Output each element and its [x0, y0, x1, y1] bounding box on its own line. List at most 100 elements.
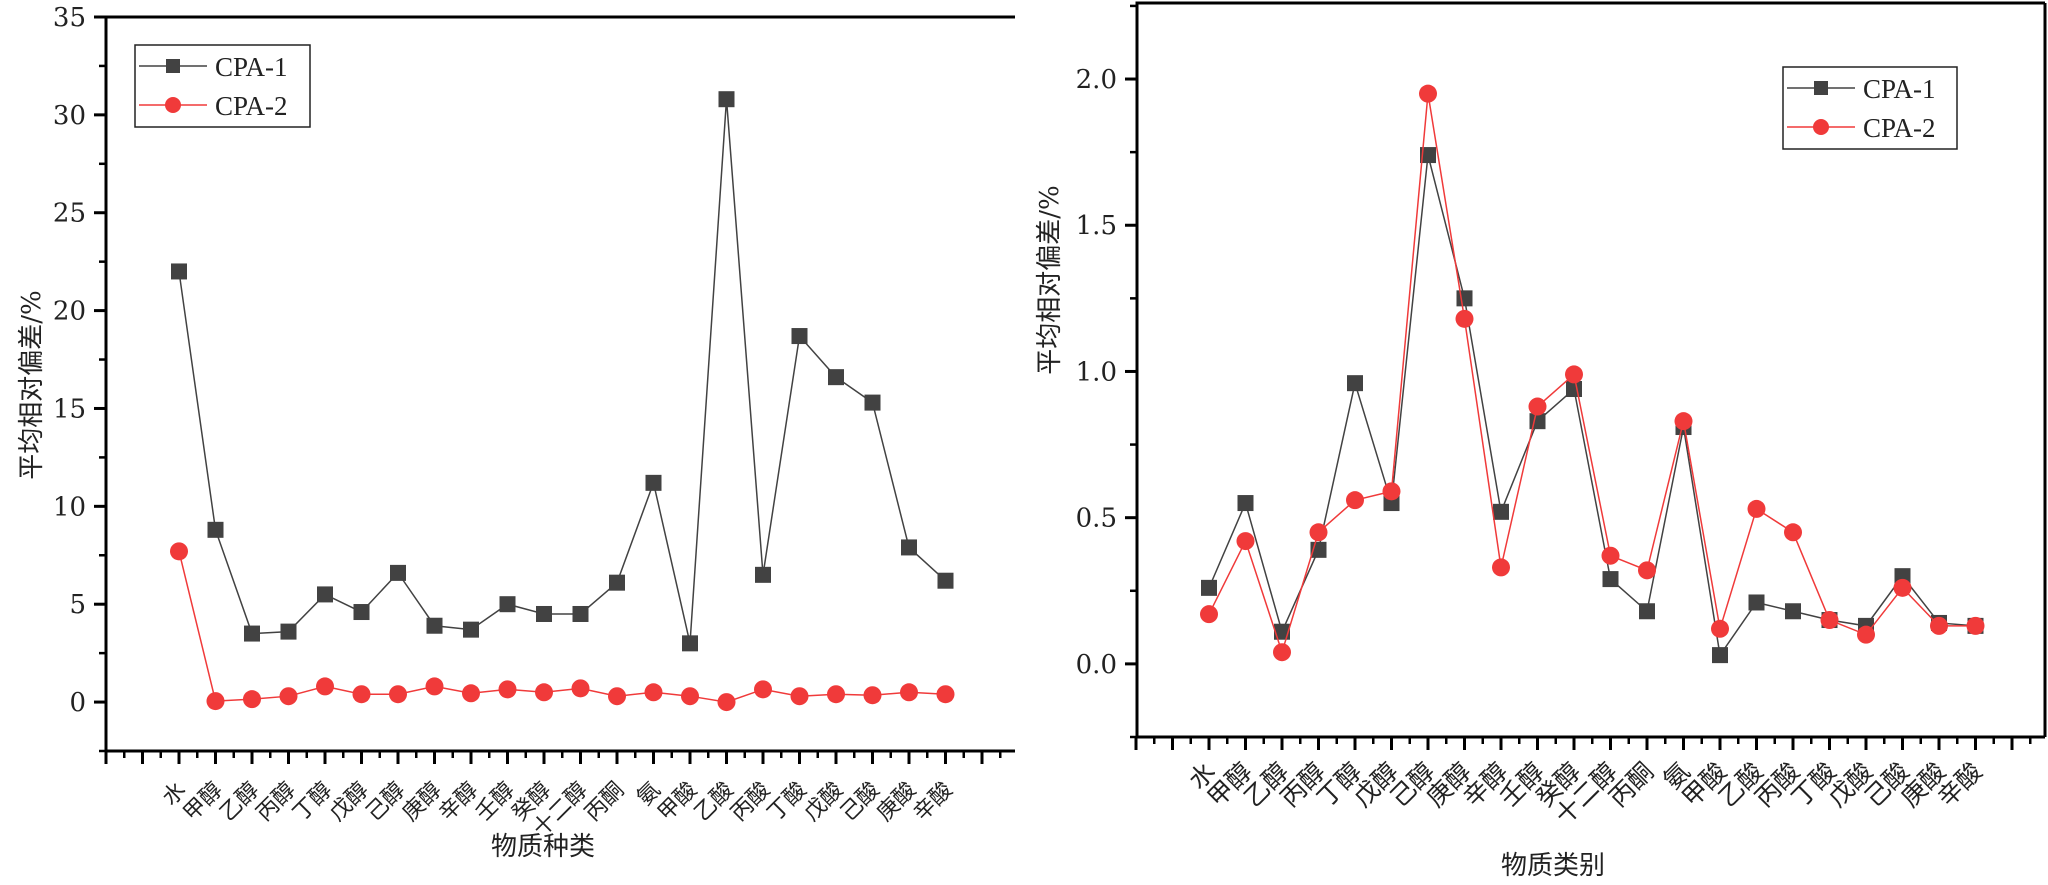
data-point-square [426, 617, 443, 634]
y-axis-title: 平均相对偏差/% [1035, 185, 1065, 374]
data-point-circle [498, 680, 517, 699]
data-point-circle [389, 685, 407, 704]
data-point-circle [316, 677, 334, 696]
legend-circle-marker [165, 97, 181, 113]
data-point-circle [1455, 309, 1474, 328]
data-point-square [1274, 623, 1290, 640]
data-point-circle [1930, 616, 1948, 635]
x-axis-ticks [1134, 737, 2032, 750]
data-point-circle [1200, 605, 1218, 624]
y-tick-label: 10 [53, 492, 86, 522]
y-tick-label: 0 [69, 688, 86, 718]
data-point-circle [206, 692, 225, 711]
data-point-circle [1966, 616, 1985, 635]
y-axis-title: 平均相对偏差/% [17, 290, 47, 479]
series-line [178, 99, 947, 644]
series-cpa-2 [170, 542, 955, 712]
data-point-circle [790, 687, 809, 706]
data-point-square [901, 539, 917, 556]
data-point-circle [1565, 365, 1583, 384]
data-point-circle [1236, 532, 1255, 551]
x-axis-title: 物质类别 [1501, 851, 1605, 881]
data-point-square [1529, 413, 1546, 430]
legend-item-cpa-1: CPA-1 [139, 52, 288, 82]
legend-circle-marker [1813, 119, 1829, 135]
data-point-square [864, 394, 881, 411]
data-point-circle [1273, 643, 1291, 662]
x-axis-title: 物质种类 [491, 832, 595, 862]
data-point-circle [1674, 412, 1693, 431]
y-tick-label: 1.5 [1076, 211, 1117, 241]
legend-box [134, 44, 311, 128]
data-point-square [718, 91, 735, 108]
legend-item-cpa-2: CPA-2 [1787, 113, 1936, 143]
series-layer [170, 91, 955, 712]
y-tick-label: 5 [69, 590, 86, 620]
data-point-square [1712, 647, 1728, 664]
y-tick-label: 15 [53, 394, 86, 424]
data-point-circle [1382, 482, 1401, 501]
data-point-circle [1346, 491, 1364, 510]
data-point-square [1201, 579, 1217, 596]
x-axis-ticks [104, 751, 1002, 764]
data-point-square [1493, 503, 1509, 520]
legend-item-cpa-2: CPA-2 [139, 91, 288, 121]
legend: CPA-1 CPA-2 [1782, 66, 1958, 150]
data-point-circle [571, 679, 590, 698]
data-point-circle [1784, 523, 1802, 542]
data-point-circle [1528, 397, 1547, 416]
data-point-square [280, 623, 297, 640]
data-point-circle [644, 683, 663, 702]
data-point-circle [717, 693, 736, 712]
legend-label: CPA-2 [1863, 113, 1936, 143]
legend: CPA-1 CPA-2 [134, 44, 311, 128]
data-point-circle [608, 687, 626, 706]
series-line [1208, 93, 1976, 655]
y-tick-label: 25 [53, 199, 86, 229]
data-point-square [390, 564, 406, 581]
data-point-square [1237, 495, 1254, 512]
data-point-square [609, 574, 625, 591]
data-point-circle [1820, 611, 1839, 630]
y-tick-label: 0.5 [1076, 504, 1117, 534]
data-point-square [463, 621, 479, 638]
data-point-square [1420, 147, 1436, 164]
y-tick-label: 0.0 [1076, 650, 1117, 680]
data-point-square [1748, 594, 1765, 611]
legend-label: CPA-1 [1863, 74, 1936, 104]
data-point-square [317, 586, 333, 603]
data-point-circle [863, 686, 882, 705]
data-point-square [1347, 375, 1363, 392]
data-point-circle [352, 685, 371, 704]
data-point-square [353, 604, 370, 621]
data-point-circle [1638, 561, 1656, 580]
data-point-circle [936, 685, 955, 704]
data-point-circle [1857, 625, 1875, 644]
data-point-square [645, 474, 662, 491]
data-point-circle [425, 677, 444, 696]
series-line [178, 551, 946, 703]
data-point-square [682, 635, 698, 652]
data-point-square [937, 572, 954, 589]
data-point-circle [1747, 499, 1766, 518]
data-point-circle [279, 687, 298, 706]
legend-box [1782, 66, 1958, 150]
data-point-circle [1309, 523, 1328, 542]
y-axis-ticks: 0.0 0.5 1.0 1.5 2.0 [1076, 4, 1137, 739]
y-tick-label: 30 [53, 101, 86, 131]
data-point-square [536, 605, 552, 622]
y-axis-ticks: 0 5 10 15 20 25 30 35 [53, 3, 106, 753]
y-tick-label: 20 [53, 297, 86, 327]
data-point-circle [1419, 84, 1437, 103]
data-point-circle [900, 683, 918, 702]
data-point-circle [1492, 558, 1510, 577]
series-cpa-2 [1200, 84, 1985, 662]
data-point-circle [535, 683, 553, 702]
data-point-circle [681, 687, 699, 706]
data-point-square [171, 263, 187, 280]
data-point-square [791, 328, 808, 345]
data-point-circle [170, 542, 188, 561]
series-line [1208, 154, 1976, 658]
data-point-circle [1601, 546, 1620, 565]
